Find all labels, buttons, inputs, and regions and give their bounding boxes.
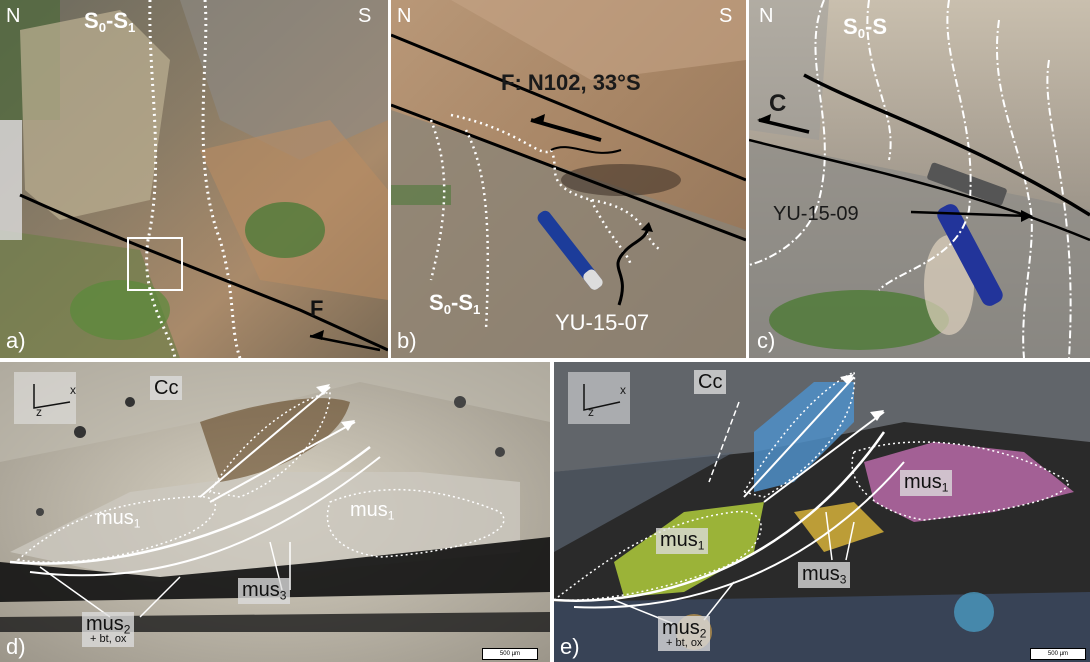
axis-x-label: x	[620, 383, 626, 397]
muscovite-3-label: mus3	[798, 562, 851, 588]
muscovite-1-label-left: mus1	[656, 528, 709, 554]
axis-z-label: z	[588, 405, 594, 419]
foliation-label: S0-S1	[429, 290, 481, 317]
axis-x-label: x	[70, 383, 76, 397]
muscovite-2-label: mus2 + bt, ox	[658, 616, 711, 651]
mineral-calcite-label: Cc	[150, 376, 183, 400]
shear-plane-label: C	[769, 90, 787, 117]
panel-letter-a: a)	[6, 328, 26, 353]
sample-label: YU-15-07	[555, 310, 650, 335]
panel-c-image	[749, 0, 1090, 358]
panel-letter-e: e)	[560, 634, 580, 659]
scale-bar: 500 µm	[482, 648, 538, 660]
panel-b-fault-photo: N S F: N102, 33°S S0-S1 YU-15-07 b)	[391, 0, 746, 358]
muscovite-2-label: mus2 + bt, ox	[82, 612, 135, 647]
panel-letter-b: b)	[397, 328, 417, 353]
panel-c-shear-photo: N S0-S C YU-15-09 c)	[749, 0, 1090, 358]
panel-e-image	[554, 362, 1090, 662]
panel-letter-d: d)	[6, 634, 26, 659]
panel-d-micrograph-ppl: x z Cc mus1 mus1 mus3 mus2 + bt, ox d) 5…	[0, 362, 550, 662]
fault-label: F	[310, 296, 324, 321]
panel-a-outcrop-photo: N S S0-S1 F a)	[0, 0, 388, 358]
foliation-label: S0-S1	[84, 8, 136, 35]
compass-north: N	[6, 5, 21, 27]
compass-south: S	[358, 5, 372, 27]
foliation-label: S0-S	[843, 14, 888, 41]
muscovite-1-label-left: mus1	[96, 507, 141, 531]
axis-z-label: z	[36, 405, 42, 419]
muscovite-3-label: mus3	[238, 578, 291, 604]
scale-bar: 500 µm	[1030, 648, 1086, 660]
panel-a-image	[0, 0, 388, 358]
compass-south: S	[719, 5, 733, 27]
panel-e-micrograph-xpl: x z Cc mus1 mus1 mus3 mus2 + bt, ox e) 5…	[554, 362, 1090, 662]
sample-label: YU-15-09	[773, 203, 859, 225]
panel-letter-c: c)	[757, 328, 776, 353]
muscovite-1-label-right: mus1	[350, 499, 395, 523]
compass-north: N	[759, 5, 774, 27]
fault-orientation-label: F: N102, 33°S	[501, 70, 641, 95]
muscovite-1-label-right: mus1	[900, 470, 953, 496]
mineral-calcite-label: Cc	[694, 370, 727, 394]
panel-b-image	[391, 0, 746, 358]
compass-north: N	[397, 5, 412, 27]
